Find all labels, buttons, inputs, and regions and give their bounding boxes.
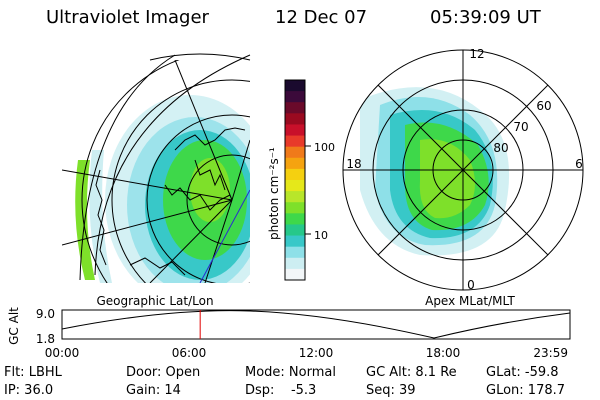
geo-lat-circles — [81, 60, 250, 283]
altitude-x-tick-1800: 18:00 — [426, 346, 461, 360]
colorbar-swatch — [285, 180, 305, 192]
apex-mlt-label-12: 12 — [469, 47, 484, 61]
colorbar-tick-label-100: 100 — [314, 141, 335, 154]
altitude-x-tick-0600: 06:00 — [172, 346, 207, 360]
colorbar-swatch — [285, 202, 305, 214]
colorbar-swatch — [285, 124, 305, 137]
colorbar-swatch — [285, 268, 305, 281]
colorbar-swatch — [285, 257, 305, 270]
colorbar-swatch — [285, 102, 305, 114]
status-dsp: Dsp: -5.3 — [245, 383, 317, 398]
apex-mlt-label-18: 18 — [346, 157, 361, 171]
colorbar-swatch — [285, 146, 305, 159]
colorbar-swatch — [285, 135, 305, 148]
header-time: 05:39:09 UT — [430, 7, 541, 28]
apex-mlt-label-0: 0 — [467, 278, 475, 292]
status-door: Door: Open — [126, 365, 201, 380]
altitude-plot: GC Alt 9.0 1.8 00:00 06:00 12:00 18:00 2… — [7, 307, 571, 360]
altitude-x-tick-0000: 00:00 — [45, 346, 80, 360]
colorbar-tick-label-10: 10 — [314, 229, 328, 242]
colorbar-swatch — [285, 191, 305, 203]
colorbar-swatch — [285, 246, 305, 259]
colorbar-swatch — [285, 157, 305, 170]
colorbar-swatch — [285, 213, 305, 225]
altitude-x-tick-1200: 12:00 — [299, 346, 334, 360]
geo-coastlines — [95, 127, 246, 276]
status-ip: IP: 36.0 — [4, 383, 54, 398]
colorbar: 100 10 photon cm⁻²s⁻¹ — [267, 79, 335, 281]
altitude-y-tick-low: 1.8 — [36, 332, 55, 346]
header-date: 12 Dec 07 — [275, 7, 368, 28]
altitude-x-tick-2359: 23:59 — [533, 346, 568, 360]
status-glon: GLon: 178.7 — [486, 383, 566, 398]
colorbar-swatch — [285, 224, 305, 237]
apex-aurora-emission — [360, 87, 510, 256]
apex-lat-label-70: 70 — [513, 120, 528, 134]
altitude-axis-title: GC Alt — [7, 307, 21, 345]
colorbar-swatch — [285, 235, 305, 248]
header-title: Ultraviolet Imager — [46, 7, 209, 28]
apex-panel-label: Apex MLat/MLT — [425, 294, 515, 308]
status-gc-alt: GC Alt: 8.1 Re — [366, 365, 457, 380]
status-gain: Gain: 14 — [126, 383, 181, 398]
apex-lat-label-60: 60 — [536, 99, 551, 113]
status-mode: Mode: Normal — [245, 365, 336, 380]
geo-lon-lines — [62, 60, 250, 283]
colorbar-swatch — [285, 91, 305, 103]
colorbar-swatch — [285, 168, 305, 181]
colorbar-swatch — [285, 80, 305, 92]
apex-lat-label-80: 80 — [493, 141, 508, 155]
apex-polar-map: 12 18 6 0 60 70 80 — [342, 47, 584, 292]
colorbar-swatch — [285, 113, 305, 125]
altitude-plot-frame — [61, 309, 571, 340]
altitude-y-tick-high: 9.0 — [36, 307, 55, 321]
apex-mlt-lines — [343, 50, 583, 290]
colorbar-frame — [284, 79, 306, 281]
status-seq: Seq: 39 — [366, 383, 416, 398]
geo-terminator-line — [199, 189, 250, 283]
apex-mlt-label-6: 6 — [575, 157, 583, 171]
colorbar-swatches — [285, 80, 305, 281]
status-glat: GLat: -59.8 — [486, 365, 559, 380]
colorbar-unit-label: photon cm⁻²s⁻¹ — [267, 147, 281, 240]
status-filter: Flt: LBHL — [4, 365, 62, 380]
geo-outer-arcs — [79, 53, 251, 281]
altitude-curve — [61, 310, 571, 339]
geo-panel-label: Geographic Lat/Lon — [96, 294, 213, 308]
